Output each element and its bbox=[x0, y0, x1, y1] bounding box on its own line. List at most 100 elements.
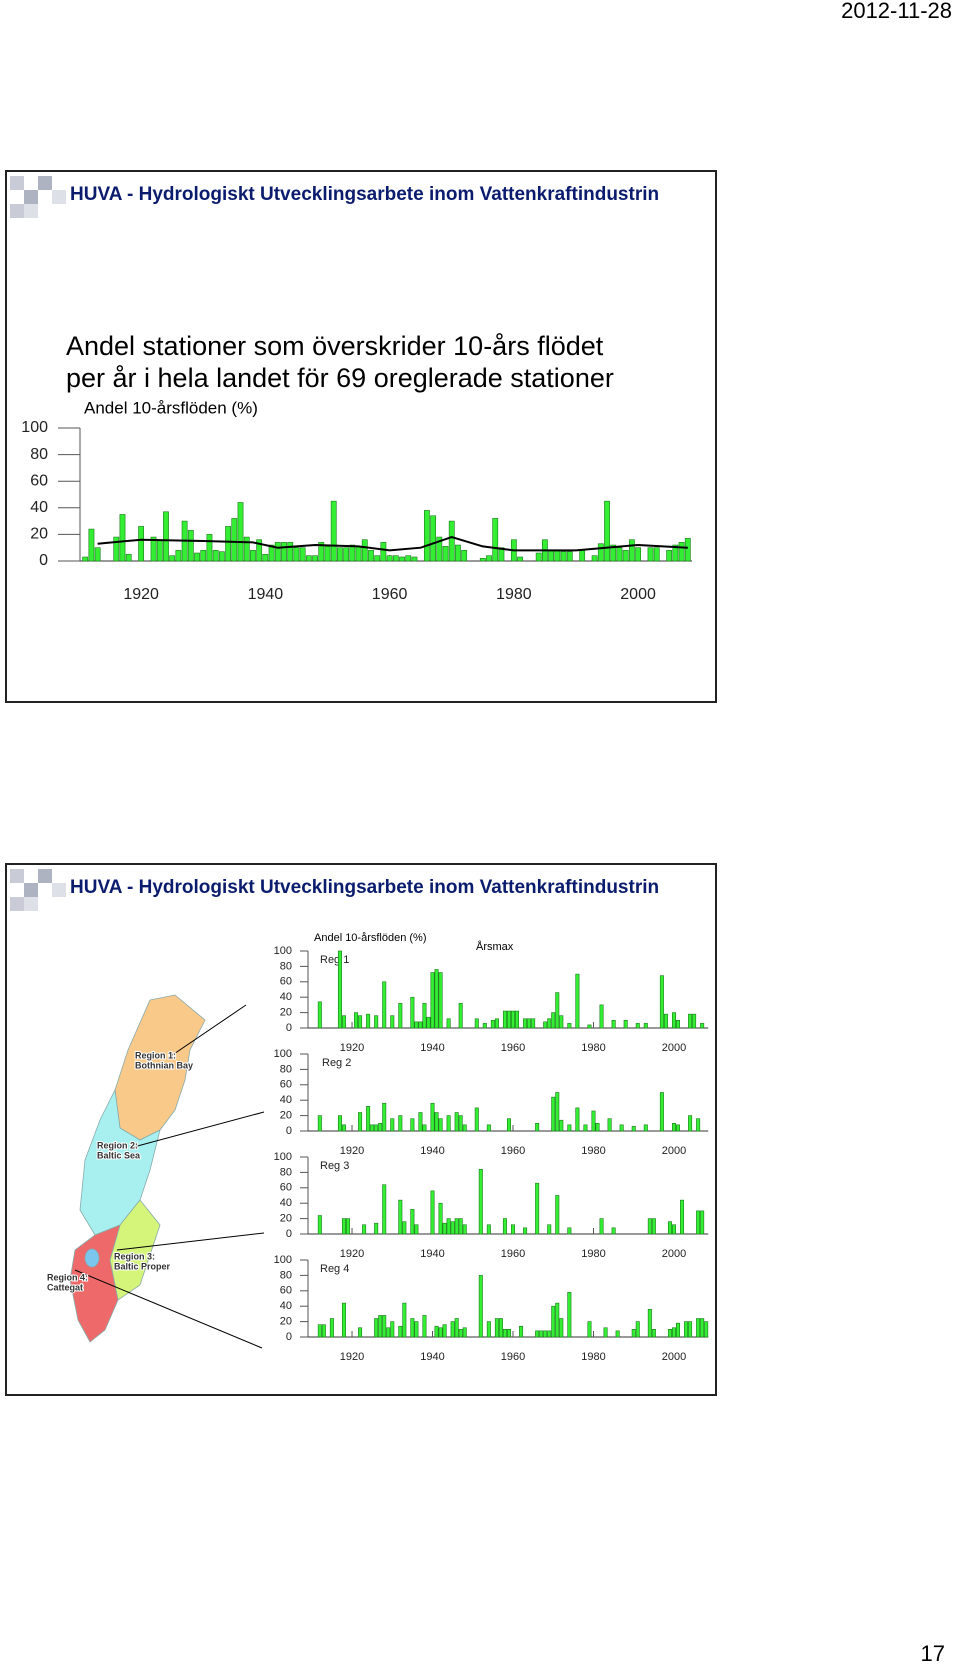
bar bbox=[337, 1115, 342, 1132]
x-tick-label: 1960 bbox=[501, 1248, 525, 1260]
x-tick-label: 1960 bbox=[501, 1042, 525, 1054]
x-tick-label: 1920 bbox=[340, 1145, 364, 1157]
y-tick-label: 60 bbox=[280, 1285, 292, 1297]
bar bbox=[635, 1321, 640, 1338]
bar bbox=[94, 547, 101, 562]
bar bbox=[119, 514, 126, 562]
y-tick-label: 100 bbox=[274, 945, 292, 957]
region-map bbox=[69, 994, 206, 1343]
bar bbox=[138, 526, 145, 562]
bar bbox=[567, 1292, 572, 1338]
bar bbox=[619, 1124, 624, 1132]
y-tick-label: 80 bbox=[280, 1269, 292, 1281]
bar bbox=[218, 551, 225, 562]
bar bbox=[575, 1107, 580, 1132]
bar bbox=[366, 1013, 371, 1029]
bar bbox=[349, 544, 356, 562]
bar bbox=[458, 1003, 463, 1029]
bar bbox=[651, 1329, 656, 1338]
bar bbox=[676, 1322, 681, 1338]
slide-title-line: per år i hela landet för 69 oreglerade s… bbox=[66, 363, 614, 393]
bar bbox=[274, 542, 281, 562]
bar bbox=[517, 556, 523, 562]
x-tick-label: 1960 bbox=[501, 1351, 525, 1363]
bar bbox=[555, 1092, 560, 1132]
slide-header: HUVA - Hydrologiskt Utvecklingsarbete in… bbox=[70, 877, 659, 898]
bar bbox=[358, 1112, 363, 1132]
slide-title-line: Andel stationer som överskrider 10-års f… bbox=[66, 331, 604, 361]
bar bbox=[486, 555, 492, 562]
bar bbox=[418, 1021, 423, 1029]
bar bbox=[455, 544, 461, 562]
map-label: Cattegat bbox=[47, 1282, 83, 1292]
x-tick-label: 1940 bbox=[420, 1248, 444, 1260]
x-tick-label: 2000 bbox=[620, 586, 656, 603]
bar bbox=[337, 547, 343, 562]
bar bbox=[410, 1118, 415, 1132]
y-tick-label: 80 bbox=[280, 960, 292, 972]
bar bbox=[615, 1330, 620, 1338]
bar bbox=[206, 534, 213, 562]
bar bbox=[599, 1218, 604, 1235]
bar bbox=[591, 1110, 596, 1132]
bar bbox=[390, 1321, 395, 1338]
bar bbox=[268, 544, 275, 562]
bar bbox=[450, 1321, 455, 1338]
bar bbox=[688, 1321, 693, 1338]
bar bbox=[343, 547, 350, 562]
trend-line bbox=[97, 536, 688, 552]
bar bbox=[566, 551, 573, 562]
bar bbox=[523, 1018, 528, 1029]
bar bbox=[474, 1018, 479, 1029]
bar bbox=[422, 1124, 427, 1132]
bar bbox=[450, 1221, 455, 1235]
bar bbox=[555, 1302, 560, 1338]
bar bbox=[382, 1315, 387, 1338]
x-tick-label: 1920 bbox=[340, 1351, 364, 1363]
bar bbox=[502, 1010, 507, 1029]
y-tick-label: 0 bbox=[286, 1022, 292, 1034]
y-tick-label: 40 bbox=[30, 499, 48, 516]
bar bbox=[398, 1325, 403, 1338]
chart-label: Reg 1 bbox=[320, 954, 349, 966]
bar bbox=[498, 1318, 503, 1338]
bar bbox=[399, 556, 405, 562]
bar bbox=[628, 539, 635, 562]
bar bbox=[647, 1218, 652, 1235]
bar bbox=[438, 972, 443, 1029]
bar bbox=[125, 554, 132, 562]
bar bbox=[430, 972, 435, 1029]
bar bbox=[194, 552, 200, 562]
bar bbox=[700, 1210, 705, 1235]
bar bbox=[438, 1202, 443, 1235]
bar bbox=[478, 1169, 483, 1235]
bar bbox=[551, 1305, 556, 1338]
bar bbox=[237, 502, 244, 562]
bar bbox=[684, 1321, 689, 1338]
bar bbox=[442, 546, 449, 562]
bar bbox=[341, 1302, 346, 1338]
bar bbox=[700, 1023, 705, 1029]
bar bbox=[696, 1118, 701, 1132]
y-tick-label: 40 bbox=[280, 1300, 292, 1312]
bar bbox=[169, 555, 176, 562]
bar bbox=[321, 1324, 326, 1338]
bar bbox=[446, 1115, 451, 1132]
bar bbox=[506, 1010, 511, 1029]
bar bbox=[430, 1102, 435, 1132]
bar bbox=[150, 536, 157, 562]
y-tick-label: 0 bbox=[286, 1125, 292, 1137]
bar bbox=[643, 1023, 648, 1029]
bar bbox=[423, 510, 430, 562]
bar bbox=[651, 1218, 656, 1235]
bar bbox=[462, 1124, 467, 1132]
x-tick-label: 1960 bbox=[501, 1145, 525, 1157]
bar bbox=[434, 1112, 439, 1132]
bar bbox=[587, 1321, 592, 1338]
bar bbox=[458, 1218, 463, 1235]
bar bbox=[398, 1199, 403, 1235]
bar bbox=[458, 1329, 463, 1338]
bar bbox=[575, 973, 580, 1029]
x-tick-label: 1980 bbox=[581, 1145, 605, 1157]
bar bbox=[616, 547, 623, 562]
